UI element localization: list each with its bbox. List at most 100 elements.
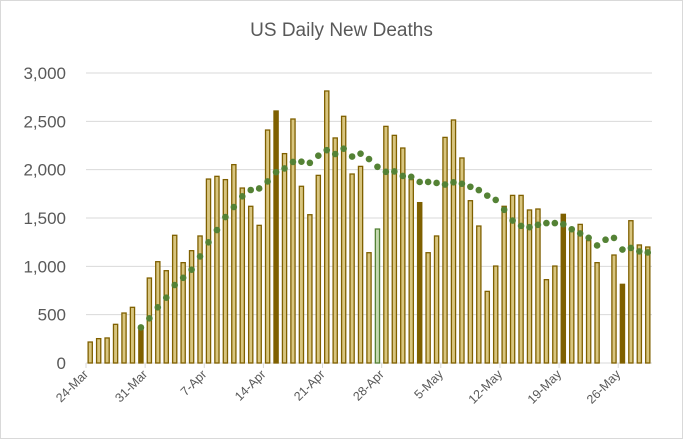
y-tick-label: 500 xyxy=(38,306,66,325)
bar xyxy=(256,224,262,364)
bar xyxy=(298,185,305,364)
bar xyxy=(391,134,398,364)
bar xyxy=(535,208,541,364)
y-tick-label: 3,000 xyxy=(23,64,66,83)
bar xyxy=(112,323,119,364)
moving-average-point xyxy=(433,179,440,187)
moving-average-point xyxy=(247,186,255,194)
moving-average-point xyxy=(154,304,162,311)
bar xyxy=(585,239,592,364)
moving-average-point xyxy=(348,153,356,160)
bar xyxy=(383,125,389,364)
moving-average-point xyxy=(357,150,364,157)
bar xyxy=(645,246,651,364)
moving-average-point xyxy=(146,315,153,322)
bar xyxy=(231,163,237,364)
moving-average-point xyxy=(272,168,280,176)
bar xyxy=(247,205,254,364)
y-tick-label: 1,000 xyxy=(23,257,66,276)
y-tick-label: 1,500 xyxy=(23,209,66,228)
bar xyxy=(180,262,186,364)
moving-average-point xyxy=(483,192,491,199)
moving-average-point xyxy=(534,221,542,229)
bar-highlight-dark xyxy=(138,328,144,364)
bar-highlight-dark xyxy=(560,213,567,364)
moving-average-point xyxy=(382,168,390,176)
moving-average-point xyxy=(162,294,170,302)
bar xyxy=(222,178,229,364)
bar xyxy=(171,234,178,364)
moving-average-point xyxy=(289,158,297,166)
bar xyxy=(95,337,102,364)
bar xyxy=(400,147,406,364)
moving-average-point xyxy=(551,219,559,227)
moving-average-point xyxy=(238,193,246,200)
bar xyxy=(349,173,355,364)
bar xyxy=(552,265,558,364)
bar xyxy=(492,265,499,364)
bar xyxy=(442,136,448,364)
bar xyxy=(408,178,414,364)
y-tick-label: 2,500 xyxy=(23,112,66,131)
moving-average-point xyxy=(450,179,457,186)
moving-average-point xyxy=(365,155,373,163)
bar xyxy=(205,178,212,364)
moving-average-point xyxy=(492,196,500,204)
x-tick-label: 5-May xyxy=(411,367,446,402)
moving-average-point xyxy=(281,165,288,172)
bar xyxy=(611,254,617,364)
moving-average-point xyxy=(467,183,474,191)
bar xyxy=(628,220,634,364)
bar xyxy=(188,250,195,364)
moving-average-point xyxy=(137,324,145,331)
moving-average-point xyxy=(568,225,576,233)
moving-average-point xyxy=(509,217,516,224)
bar xyxy=(281,152,288,364)
bar xyxy=(129,306,136,364)
moving-average-point xyxy=(298,158,305,165)
moving-average-point xyxy=(458,180,466,188)
bar-highlight-dark xyxy=(619,283,626,364)
moving-average-point xyxy=(315,152,322,160)
moving-average-point xyxy=(399,172,407,180)
bar xyxy=(155,261,161,364)
bar xyxy=(568,229,575,364)
bar xyxy=(501,205,507,364)
x-tick-label: 12-May xyxy=(466,367,506,407)
moving-average-point xyxy=(424,178,432,186)
moving-average-point xyxy=(559,220,567,228)
moving-average-point xyxy=(500,206,508,214)
moving-average-point xyxy=(374,163,381,171)
bar xyxy=(239,187,246,364)
x-tick-label: 28-Apr xyxy=(350,367,386,403)
bar xyxy=(324,90,330,364)
moving-average-point xyxy=(179,274,187,282)
bar xyxy=(509,194,516,364)
moving-average-point xyxy=(475,186,483,194)
bar xyxy=(433,235,440,364)
x-tick-label: 14-Apr xyxy=(232,367,268,403)
y-tick-label: 0 xyxy=(57,354,66,373)
bar xyxy=(636,244,643,364)
moving-average-point xyxy=(264,178,271,185)
bar xyxy=(594,262,600,364)
bar xyxy=(476,225,482,364)
bar xyxy=(357,165,364,364)
bar xyxy=(577,223,583,364)
bar-highlight-dark xyxy=(273,110,279,364)
moving-average-point xyxy=(619,246,626,253)
bar xyxy=(87,341,93,364)
bar xyxy=(163,270,170,364)
chart-title: US Daily New Deaths xyxy=(250,20,433,41)
moving-average-point xyxy=(196,253,204,260)
bar xyxy=(264,129,271,364)
moving-average-point xyxy=(636,248,643,255)
moving-average-point xyxy=(644,249,652,256)
bar xyxy=(290,118,296,364)
bar xyxy=(307,214,313,364)
moving-average-point xyxy=(255,185,263,192)
bar xyxy=(340,115,347,364)
bar xyxy=(459,157,465,364)
moving-average-point xyxy=(213,226,221,234)
